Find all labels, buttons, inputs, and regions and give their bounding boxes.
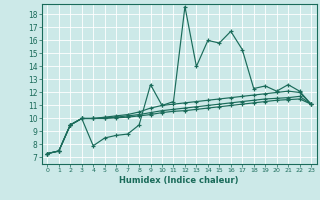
X-axis label: Humidex (Indice chaleur): Humidex (Indice chaleur) [119, 176, 239, 185]
